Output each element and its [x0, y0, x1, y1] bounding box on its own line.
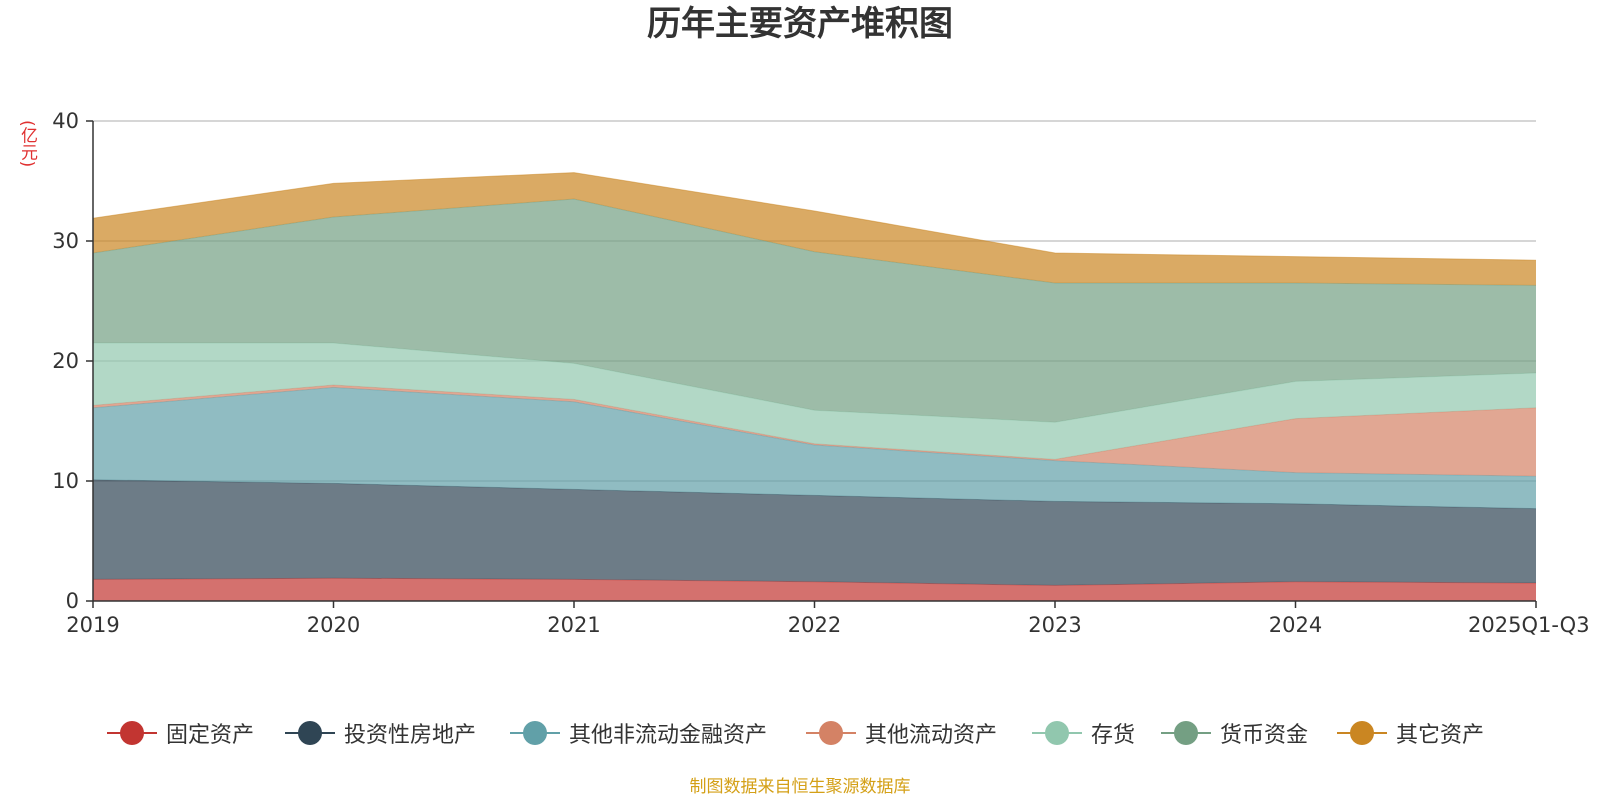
legend-marker-icon [1337, 721, 1387, 745]
legend-label: 货币资金 [1220, 723, 1309, 748]
y-tick-label-3: 30 [52, 229, 79, 253]
y-tick-label-1: 10 [52, 469, 79, 493]
legend-item-4[interactable]: 存货 [1032, 716, 1135, 750]
chart-title: 历年主要资产堆积图 [647, 4, 953, 44]
legend-label: 固定资产 [166, 723, 255, 748]
area-series-4 [93, 343, 1536, 460]
legend-marker-icon [510, 721, 560, 745]
legend-marker-icon [1032, 721, 1082, 745]
legend-item-0[interactable]: 固定资产 [107, 716, 254, 750]
y-tick-label-4: 40 [52, 109, 79, 133]
y-tick-label-0: 0 [66, 589, 79, 613]
legend-label: 存货 [1091, 723, 1136, 748]
data-source-note: 制图数据来自恒生聚源数据库 [689, 777, 911, 797]
area-series-2 [93, 387, 1536, 509]
legend-label: 其它资产 [1396, 723, 1485, 748]
x-tick-label-2: 2021 [547, 613, 600, 637]
legend-item-1[interactable]: 投资性房地产 [285, 716, 476, 750]
area-edge-series-6 [92, 172, 1537, 261]
x-tick-label-5: 2024 [1269, 613, 1322, 637]
legend-item-6[interactable]: 其它资产 [1337, 716, 1484, 750]
legend-marker-icon [1161, 721, 1211, 745]
x-tick-label-1: 2020 [307, 613, 360, 637]
y-axis-unit-label: (亿元) [17, 120, 37, 168]
area-series-1 [93, 479, 1536, 586]
x-tick-label-0: 2019 [66, 613, 119, 637]
area-series-5 [93, 199, 1536, 423]
legend-item-3[interactable]: 其他流动资产 [806, 716, 997, 750]
legend-item-5[interactable]: 货币资金 [1161, 716, 1308, 750]
legend-label: 投资性房地产 [344, 723, 477, 748]
y-tick-label-2: 20 [52, 349, 79, 373]
x-tick-label-4: 2023 [1028, 613, 1081, 637]
legend-item-2[interactable]: 其他非流动金融资产 [510, 716, 767, 750]
legend-label: 其他非流动金融资产 [569, 723, 768, 748]
x-tick-label-6: 2025Q1-Q3 [1468, 613, 1590, 637]
x-tick-label-3: 2022 [788, 613, 841, 637]
legend-label: 其他流动资产 [865, 723, 998, 748]
legend-marker-icon [806, 721, 856, 745]
area-series-3 [93, 385, 1536, 477]
stacked-area-chart: 0 10 20 30 40 2019 2020 2021 2022 2023 2024 2025Q1-… [52, 109, 1590, 637]
area-series-6 [93, 172, 1536, 286]
legend-marker-icon [107, 721, 157, 745]
chart-legend: 固定资产 投资性房地产 其他非流动金融资产 其他流动资产 存货 货币资金 其它资产 [0, 716, 1600, 750]
legend-marker-icon [285, 721, 335, 745]
